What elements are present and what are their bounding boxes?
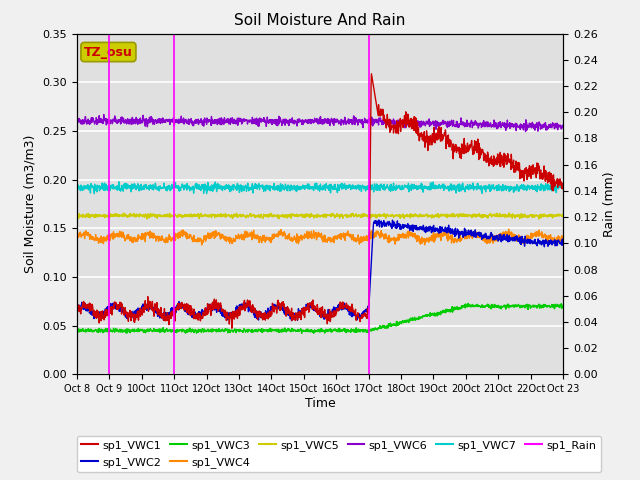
Legend: sp1_VWC1, sp1_VWC2, sp1_VWC3, sp1_VWC4, sp1_VWC5, sp1_VWC6, sp1_VWC7, sp1_Rain: sp1_VWC1, sp1_VWC2, sp1_VWC3, sp1_VWC4, … [77,436,601,472]
Y-axis label: Rain (mm): Rain (mm) [604,171,616,237]
X-axis label: Time: Time [305,397,335,410]
Text: TZ_osu: TZ_osu [84,46,132,59]
Y-axis label: Soil Moisture (m3/m3): Soil Moisture (m3/m3) [24,135,36,273]
Title: Soil Moisture And Rain: Soil Moisture And Rain [234,13,406,28]
